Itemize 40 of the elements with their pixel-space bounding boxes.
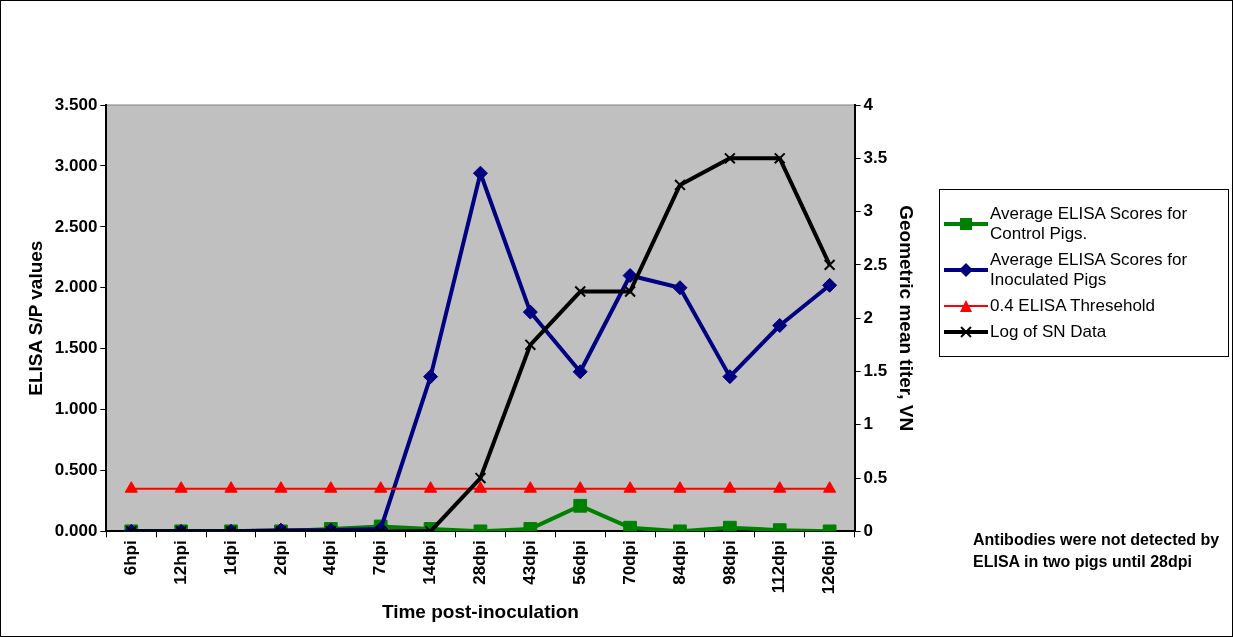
x-tick-label: 56dpi xyxy=(569,540,589,585)
y-tick-label: 3.000 xyxy=(54,155,98,175)
x-tick-label: 28dpi xyxy=(470,540,490,585)
y2-tick-label: 4 xyxy=(863,94,874,114)
x-tick-label: 126dpi xyxy=(819,540,839,595)
x-tick-label: 98dpi xyxy=(719,540,739,585)
x-tick-label: 6hpi xyxy=(120,540,140,576)
y2-tick-label: 3.5 xyxy=(863,147,888,167)
text: Antibodies were not detected by ELISA in two pigs until 28dpi xyxy=(973,530,1221,572)
y2-tick-label: 0.5 xyxy=(863,467,888,487)
y-tick-label: 1.000 xyxy=(54,399,98,419)
x-tick-label: 12hpi xyxy=(170,540,190,585)
y2-tick-label: 1 xyxy=(863,414,874,434)
x-tick-label: 14dpi xyxy=(420,540,440,585)
legend-label: 0.4 ELISA Thresehold xyxy=(990,296,1156,316)
y2-tick-label: 2 xyxy=(863,307,874,327)
x-tick-label: 112dpi xyxy=(769,540,789,594)
x-tick-label: 70dpi xyxy=(619,540,639,585)
x-tick-label: 84dpi xyxy=(669,540,689,585)
y-tick-label: 2.500 xyxy=(54,216,98,236)
y-tick-label: 2.000 xyxy=(54,277,98,297)
y2-tick-label: 1.5 xyxy=(863,361,888,381)
y-tick-label: 0.500 xyxy=(54,460,98,480)
y2-axis-title: Geometric mean titer, VN xyxy=(896,205,918,432)
y2-tick-label: 3 xyxy=(863,201,874,221)
legend-label: Average ELISA Scores for Control Pigs. xyxy=(990,204,1189,244)
x-axis-title: Time post-inoculation xyxy=(381,600,579,622)
x-tick-label: 7dpi xyxy=(370,540,390,576)
legend-label: Log of SN Data xyxy=(990,322,1107,342)
y-tick-label: 3.500 xyxy=(54,94,98,114)
x-tick-label: 1dpi xyxy=(220,540,240,576)
y-axis-title: ELISA S/P values xyxy=(24,240,46,396)
y2-tick-label: 0 xyxy=(863,521,874,541)
x-tick-label: 43dpi xyxy=(520,540,540,585)
x-tick-label: 2dpi xyxy=(270,540,290,576)
x-tick-label: 4dpi xyxy=(320,540,340,576)
y2-tick-label: 2.5 xyxy=(863,254,888,274)
y-tick-label: 0.000 xyxy=(54,521,98,541)
y-tick-label: 1.500 xyxy=(54,338,98,358)
legend-label: Average ELISA Scores for Inoculated Pigs xyxy=(990,250,1189,290)
